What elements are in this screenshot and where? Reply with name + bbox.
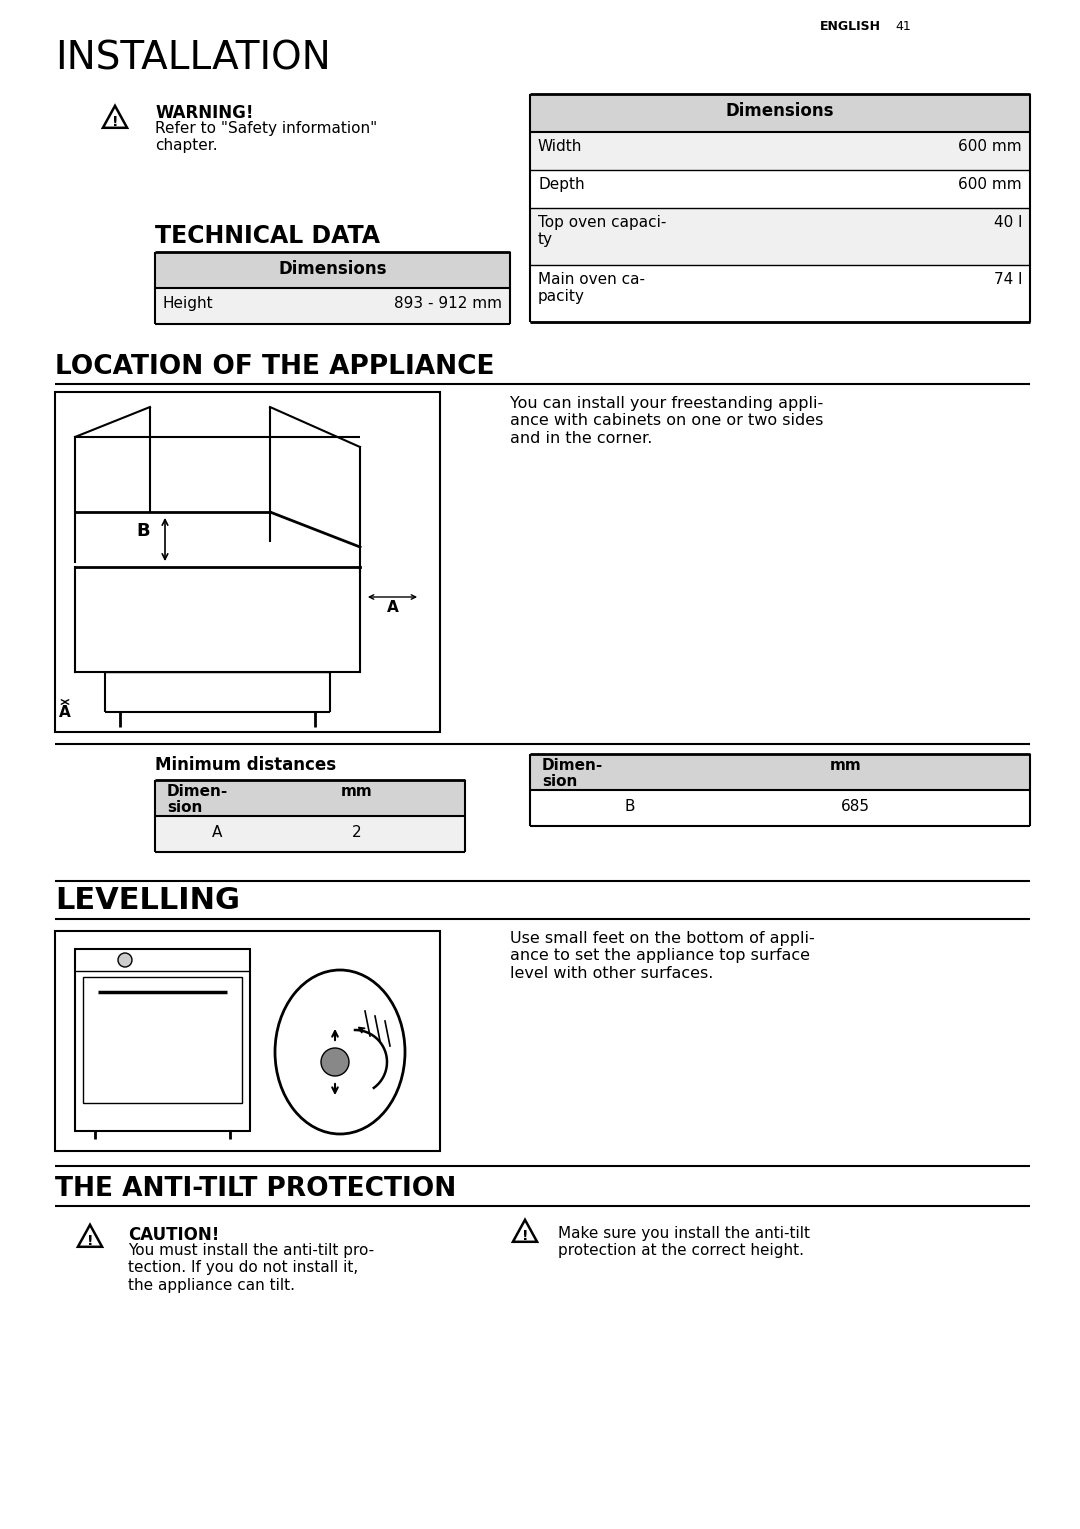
Text: A: A xyxy=(59,705,71,720)
Bar xyxy=(156,816,465,852)
Text: Dimensions: Dimensions xyxy=(279,260,387,278)
Bar xyxy=(530,754,1030,790)
Text: 600 mm: 600 mm xyxy=(958,139,1022,154)
Bar xyxy=(530,208,1030,265)
Text: A: A xyxy=(212,826,222,839)
Circle shape xyxy=(321,1047,349,1076)
Text: Depth: Depth xyxy=(538,177,584,193)
Text: 2: 2 xyxy=(352,826,362,839)
Text: !: ! xyxy=(522,1229,528,1243)
Bar xyxy=(75,950,249,1131)
Bar xyxy=(55,391,440,732)
Text: CAUTION!: CAUTION! xyxy=(129,1226,219,1245)
Text: You must install the anti-tilt pro-
tection. If you do not install it,
the appli: You must install the anti-tilt pro- tect… xyxy=(129,1243,374,1294)
Text: Dimen-: Dimen- xyxy=(542,758,604,774)
Text: Main oven ca-
pacity: Main oven ca- pacity xyxy=(538,272,645,304)
Text: WARNING!: WARNING! xyxy=(156,104,254,122)
Text: THE ANTI-TILT PROTECTION: THE ANTI-TILT PROTECTION xyxy=(55,1176,456,1202)
Text: ENGLISH: ENGLISH xyxy=(820,20,881,34)
Text: You can install your freestanding appli-
ance with cabinets on one or two sides
: You can install your freestanding appli-… xyxy=(510,396,823,446)
Text: B: B xyxy=(136,523,150,540)
Text: LEVELLING: LEVELLING xyxy=(55,885,240,914)
Text: !: ! xyxy=(111,115,118,130)
Text: INSTALLATION: INSTALLATION xyxy=(55,40,330,76)
Text: 600 mm: 600 mm xyxy=(958,177,1022,193)
Bar xyxy=(530,131,1030,170)
Text: Dimensions: Dimensions xyxy=(726,102,834,119)
Text: mm: mm xyxy=(831,758,862,774)
Bar xyxy=(530,790,1030,826)
Bar xyxy=(156,780,465,816)
Bar xyxy=(156,287,510,324)
Text: 40 l: 40 l xyxy=(994,216,1022,229)
Text: Refer to "Safety information"
chapter.: Refer to "Safety information" chapter. xyxy=(156,121,377,153)
Text: sion: sion xyxy=(542,774,578,789)
Text: 685: 685 xyxy=(840,800,869,813)
Bar xyxy=(156,252,510,287)
Bar xyxy=(55,931,440,1151)
Text: Width: Width xyxy=(538,139,582,154)
Text: LOCATION OF THE APPLIANCE: LOCATION OF THE APPLIANCE xyxy=(55,355,495,381)
Text: !: ! xyxy=(86,1234,93,1248)
Text: 893 - 912 mm: 893 - 912 mm xyxy=(394,297,502,310)
Bar xyxy=(530,265,1030,323)
Bar xyxy=(83,977,242,1102)
Text: Top oven capaci-
ty: Top oven capaci- ty xyxy=(538,216,666,248)
Text: 74 l: 74 l xyxy=(994,272,1022,287)
Text: sion: sion xyxy=(167,800,202,815)
Text: TECHNICAL DATA: TECHNICAL DATA xyxy=(156,225,380,248)
Text: 41: 41 xyxy=(895,20,910,34)
Text: Make sure you install the anti-tilt
protection at the correct height.: Make sure you install the anti-tilt prot… xyxy=(558,1226,810,1258)
Text: mm: mm xyxy=(341,784,373,800)
Bar xyxy=(530,93,1030,131)
Text: Height: Height xyxy=(163,297,214,310)
Text: Use small feet on the bottom of appli-
ance to set the appliance top surface
lev: Use small feet on the bottom of appli- a… xyxy=(510,931,814,980)
Text: Minimum distances: Minimum distances xyxy=(156,755,336,774)
Text: Dimen-: Dimen- xyxy=(167,784,228,800)
Bar xyxy=(530,170,1030,208)
Text: B: B xyxy=(624,800,635,813)
Text: A: A xyxy=(387,599,399,615)
Circle shape xyxy=(118,953,132,966)
